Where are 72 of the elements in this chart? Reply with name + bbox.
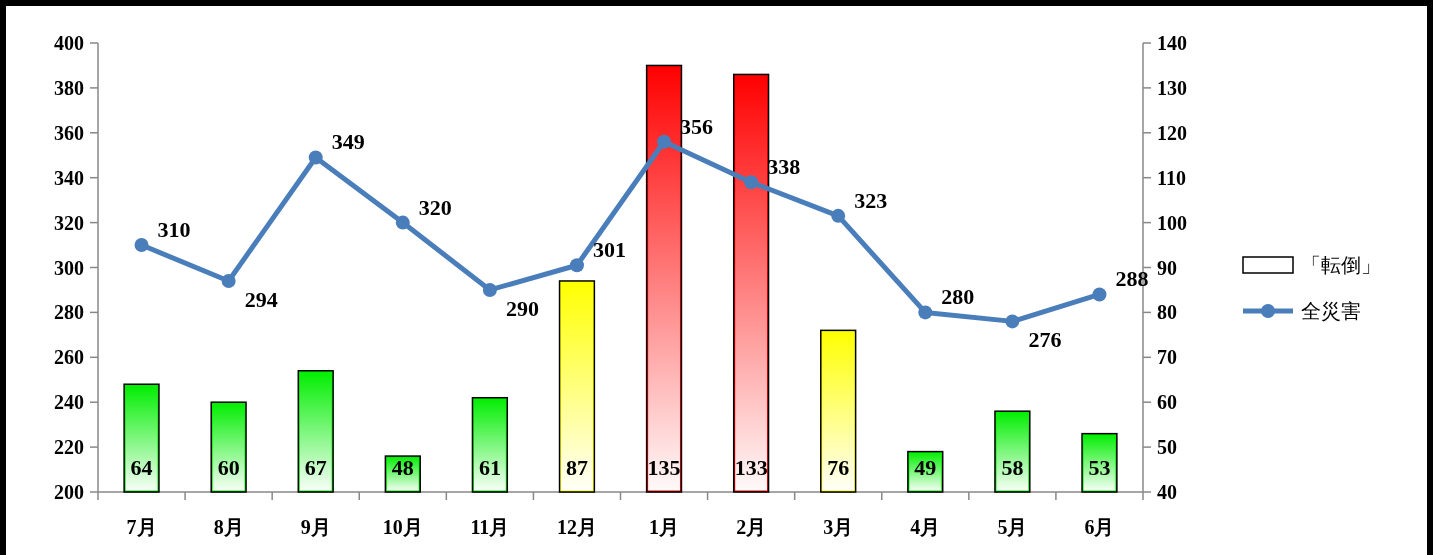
y-tick-label: 360 [54,121,84,144]
x-tick-label: 10月 [382,516,423,538]
point [1092,287,1107,302]
y2-tick-label: 60 [1157,391,1177,414]
x-tick-label: 2月 [736,516,767,538]
data-label: 288 [1115,266,1149,292]
y2-tick-label: 50 [1157,436,1177,459]
x-tick-label: 9月 [300,516,331,538]
data-label: 87 [565,455,588,480]
data-label: 290 [505,295,539,321]
x-tick-label: 11月 [470,516,510,538]
x-tick-label: 6月 [1084,516,1115,538]
point [395,215,410,230]
data-label: 310 [157,217,191,243]
point [1005,314,1020,329]
data-label: 60 [217,455,240,480]
data-label: 294 [244,286,278,312]
data-label: 48 [391,455,414,480]
point [918,305,933,320]
point [308,150,323,165]
data-label: 276 [1028,327,1062,353]
y-tick-label: 320 [54,211,84,234]
x-tick-label: 1月 [649,516,680,538]
data-label: 58 [1001,455,1024,480]
y-tick-label: 200 [54,481,84,503]
data-label: 301 [592,237,626,263]
data-label: 49 [914,455,937,480]
data-label: 53 [1088,455,1111,480]
y2-tick-label: 130 [1157,76,1187,99]
legend-label: 「転倒」 [1301,254,1381,276]
data-label: 76 [827,455,850,480]
point [482,282,497,297]
x-tick-label: 12月 [556,516,597,538]
y-tick-label: 380 [54,76,84,99]
data-label: 320 [418,194,452,220]
point [221,273,236,288]
x-tick-label: 8月 [213,516,244,538]
x-tick-label: 3月 [823,516,854,538]
y2-tick-label: 70 [1157,346,1177,369]
point [744,175,759,190]
y2-tick-label: 140 [1157,32,1187,54]
point [134,238,149,253]
legend-label: 全災害 [1301,300,1361,322]
y-tick-label: 300 [54,256,84,279]
data-label: 67 [304,455,327,480]
y2-tick-label: 90 [1157,256,1177,279]
y2-tick-label: 40 [1157,481,1177,503]
data-label: 133 [734,455,768,480]
point [831,208,846,223]
x-tick-label: 5月 [997,516,1028,538]
x-tick-label: 4月 [910,516,941,538]
y-tick-label: 400 [54,32,84,54]
y-tick-label: 240 [54,391,84,414]
x-tick-label: 7月 [126,516,157,538]
data-label: 338 [767,154,801,180]
point [657,134,672,149]
y2-tick-label: 110 [1157,166,1186,189]
data-label: 349 [331,129,365,155]
y2-tick-label: 80 [1157,301,1177,324]
data-label: 323 [854,187,888,213]
y-tick-label: 260 [54,346,84,369]
y2-tick-label: 120 [1157,121,1187,144]
y-tick-label: 340 [54,166,84,189]
data-label: 280 [941,284,975,310]
y-tick-label: 220 [54,436,84,459]
data-label: 64 [130,455,153,480]
data-label: 61 [478,455,501,480]
data-label: 135 [647,455,681,480]
y-tick-label: 280 [54,301,84,324]
data-label: 356 [680,113,714,139]
point [569,258,584,273]
y2-tick-label: 100 [1157,211,1187,234]
